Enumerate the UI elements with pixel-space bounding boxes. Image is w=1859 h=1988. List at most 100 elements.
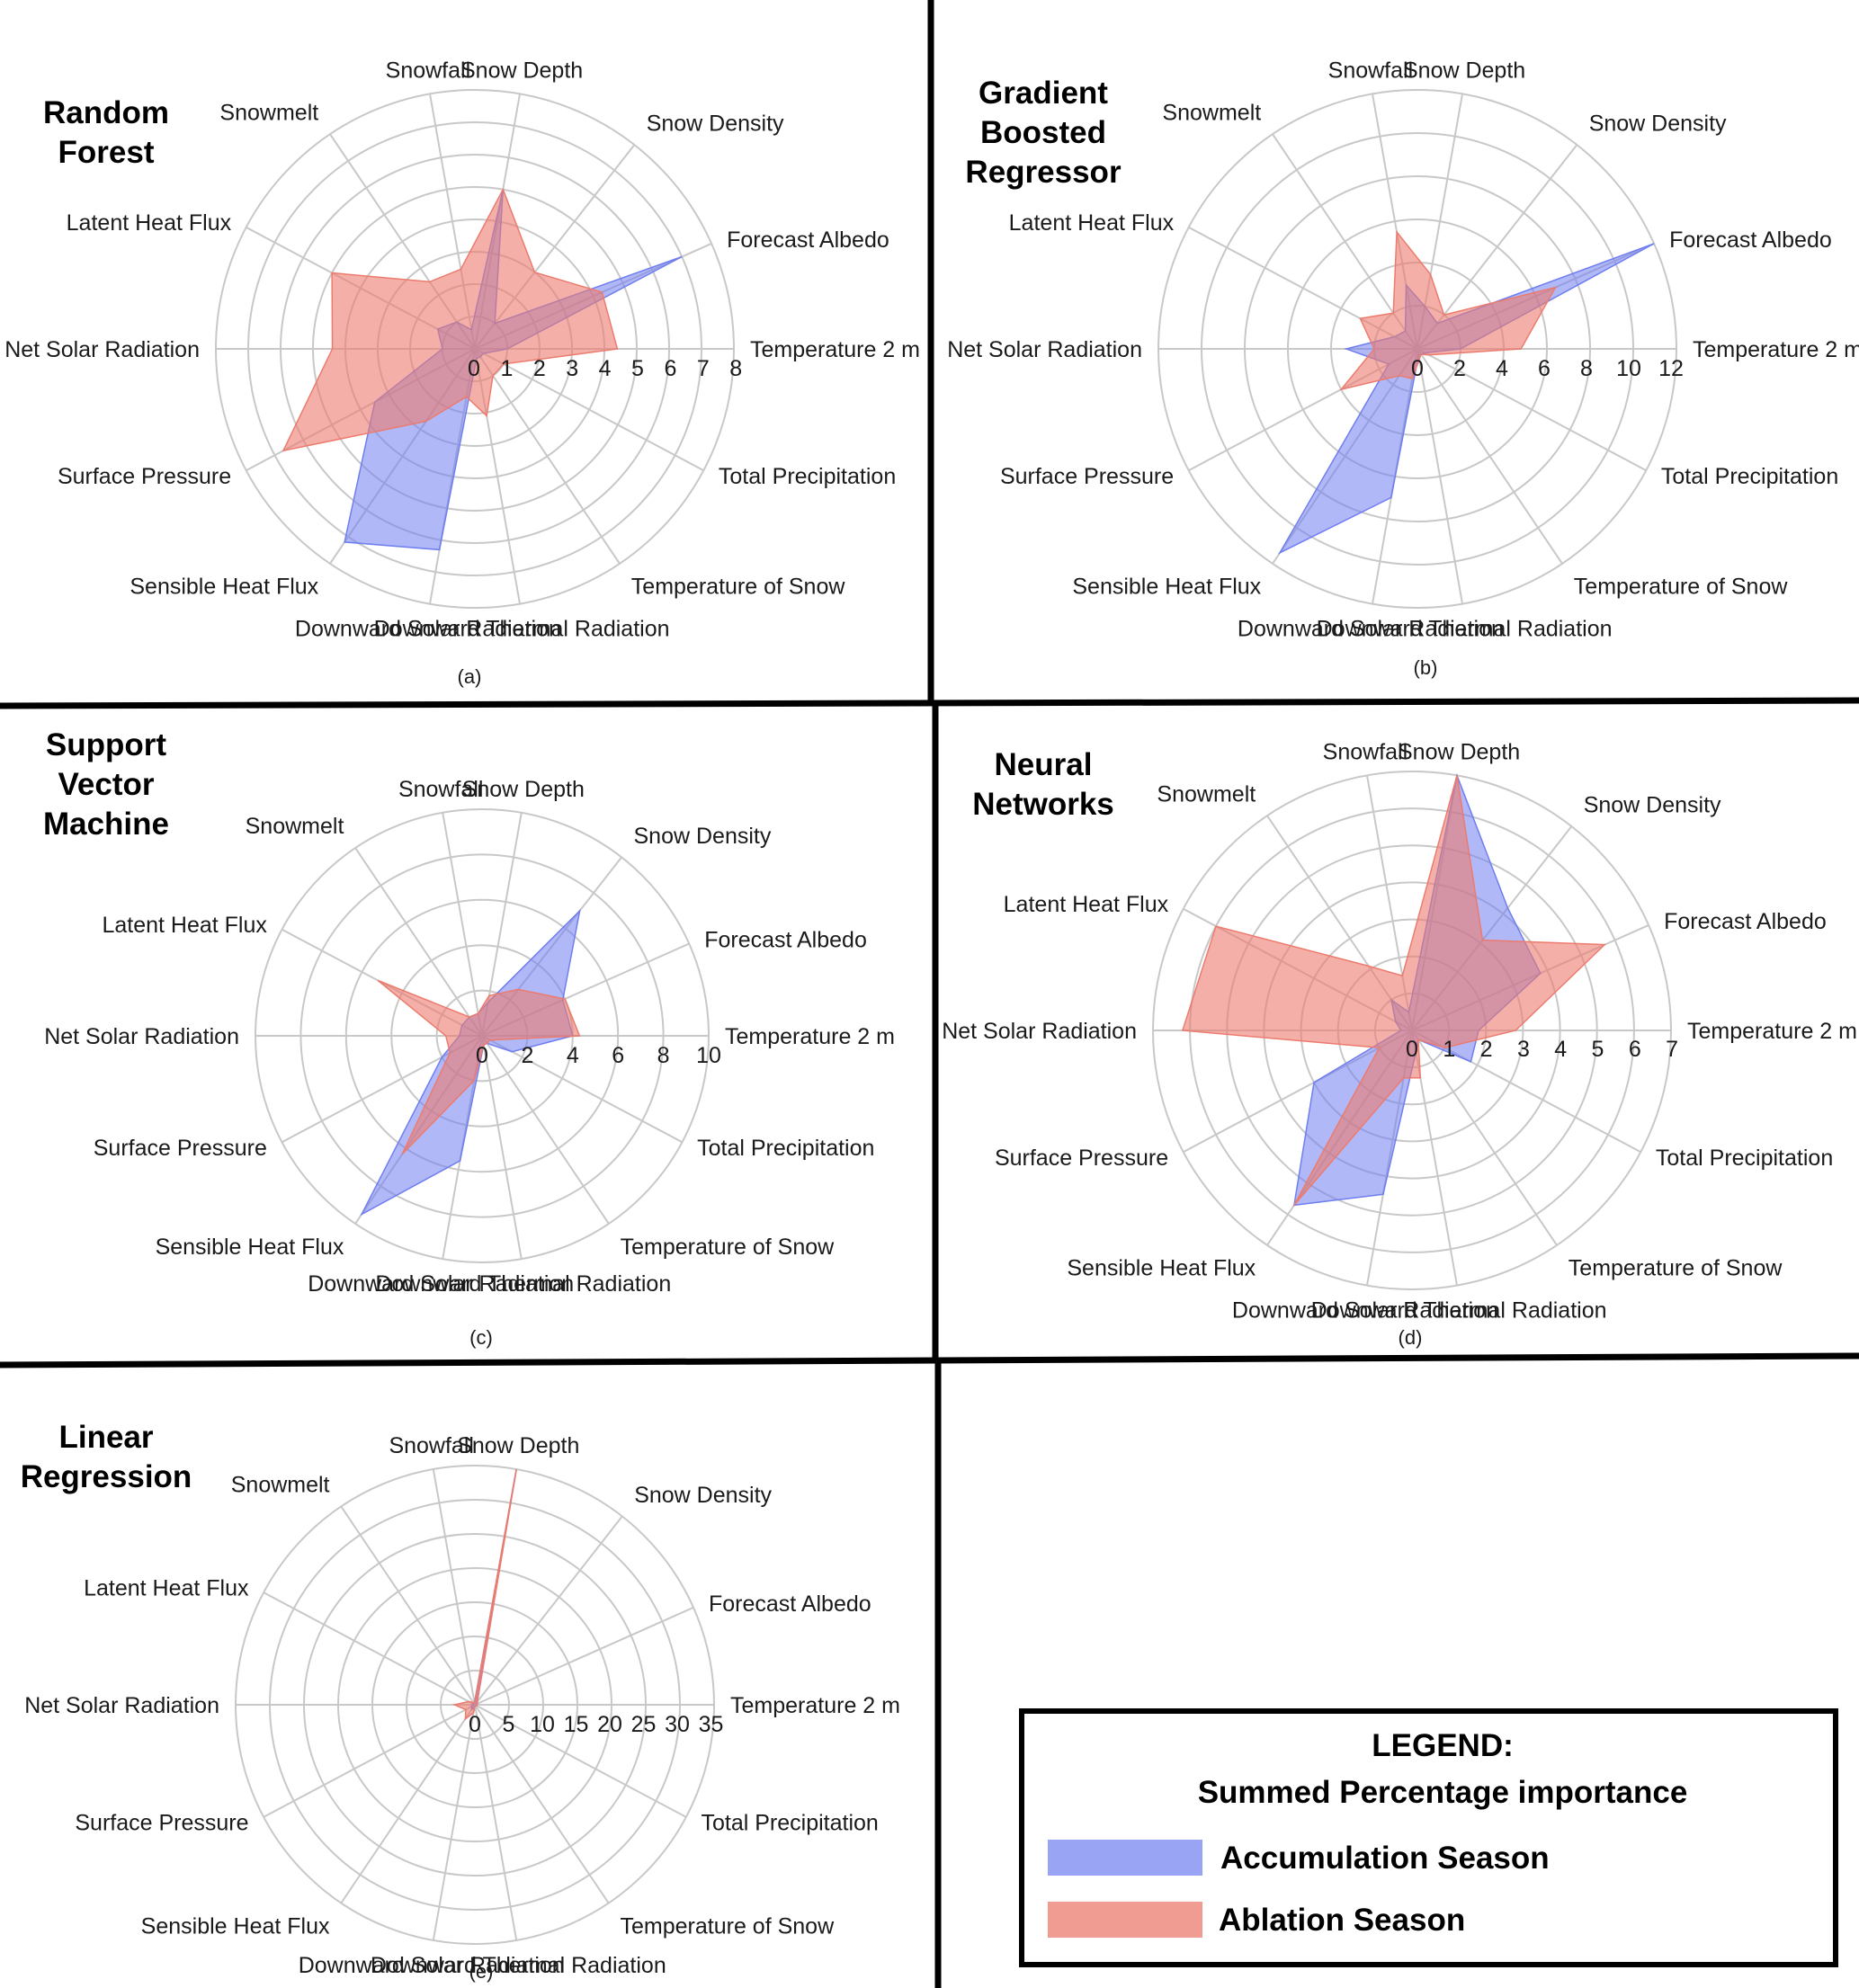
feature-label-temperature-of-snow: Temperature of Snow (1574, 575, 1789, 600)
tick-label: 30 (665, 1712, 690, 1737)
legend-heading: LEGEND: (1372, 1728, 1514, 1763)
axis-spoke (432, 1704, 476, 1941)
tick-label: 10 (530, 1712, 555, 1737)
feature-label-net-solar-radiation: Net Solar Radiation (44, 1024, 239, 1049)
radar-chart-neural-networks: 0 1 2 3 4 5 6 7 Snow Depth Snow Density Forecast A… (942, 740, 1857, 1349)
feature-label-total-precipitation: Total Precipitation (1656, 1146, 1833, 1171)
tick-label: 1 (500, 356, 513, 381)
chart-title: Regressor (965, 155, 1122, 190)
series-area-ablation-season (377, 979, 581, 1155)
feature-label-snow-density: Snow Density (647, 111, 784, 137)
feature-label-snow-density: Snow Density (634, 824, 772, 849)
feature-label-snow-depth: Snow Depth (1403, 58, 1525, 84)
tick-label: 2 (521, 1043, 533, 1068)
series-area-ablation-season (451, 1468, 517, 1721)
axis-spoke (1417, 348, 1647, 472)
feature-label-snow-depth: Snow Depth (460, 58, 583, 84)
feature-label-downward-thermal-radiation: Downward Thermal Radiation (371, 1953, 666, 1978)
feature-label-temperature-of-snow: Temperature of Snow (621, 1235, 836, 1260)
chart-title: Vector (58, 767, 155, 802)
tick-label: 5 (503, 1712, 515, 1737)
tick-label: 5 (1592, 1037, 1604, 1062)
feature-label-downward-thermal-radiation: Downward Thermal Radiation (374, 616, 670, 641)
feature-label-downward-solar-radiation: Downward Solar Radiation (1232, 1297, 1498, 1323)
legend: LEGEND: Summed Percentage importance Acc… (1019, 1708, 1838, 1967)
tick-label: 2 (1453, 356, 1466, 381)
axis-spoke (474, 1704, 687, 1818)
tick-label: 8 (1580, 356, 1593, 381)
tick-label: 6 (1538, 356, 1551, 381)
tick-label: 0 (1406, 1037, 1418, 1062)
axis-spoke (474, 1704, 610, 1904)
panel-label: (c) (469, 1326, 493, 1349)
feature-label-downward-solar-radiation: Downward Solar Radiation (299, 1953, 565, 1978)
feature-label-sensible-heat-flux: Sensible Heat Flux (156, 1235, 344, 1260)
feature-label-total-precipitation: Total Precipitation (1661, 464, 1838, 489)
axis-spoke (1417, 348, 1563, 565)
axis-spoke (474, 348, 704, 472)
feature-label-latent-heat-flux: Latent Heat Flux (84, 1576, 249, 1601)
feature-label-net-solar-radiation: Net Solar Radiation (24, 1693, 219, 1718)
tick-label: 0 (469, 1712, 481, 1737)
tick-label: 8 (729, 356, 742, 381)
feature-label-snow-depth: Snow Depth (457, 1433, 579, 1458)
feature-label-surface-pressure: Surface Pressure (1000, 464, 1174, 489)
tick-label: 4 (1554, 1037, 1567, 1062)
feature-label-net-solar-radiation: Net Solar Radiation (947, 337, 1142, 362)
chart-title: Boosted (980, 115, 1106, 150)
feature-label-downward-thermal-radiation: Downward Thermal Radiation (1311, 1297, 1607, 1323)
feature-label-forecast-albedo: Forecast Albedo (727, 227, 889, 253)
feature-label-surface-pressure: Surface Pressure (995, 1146, 1168, 1171)
tick-label: 3 (1517, 1037, 1530, 1062)
series-area-ablation-season (1181, 775, 1606, 1206)
axis-spoke (481, 1035, 523, 1260)
feature-label-snow-density: Snow Density (1589, 111, 1727, 137)
axis-spoke (442, 812, 483, 1037)
feature-label-net-solar-radiation: Net Solar Radiation (942, 1019, 1137, 1044)
feature-label-forecast-albedo: Forecast Albedo (1669, 227, 1832, 253)
feature-label-latent-heat-flux: Latent Heat Flux (67, 210, 232, 236)
feature-label-downward-thermal-radiation: Downward Thermal Radiation (375, 1271, 671, 1297)
tick-label: 8 (657, 1043, 670, 1068)
axis-spoke (340, 1505, 476, 1706)
feature-label-total-precipitation: Total Precipitation (719, 464, 896, 489)
feature-label-surface-pressure: Surface Pressure (75, 1811, 248, 1836)
tick-label: 2 (1480, 1037, 1493, 1062)
tick-label: 20 (597, 1712, 622, 1737)
axis-spoke (1411, 1030, 1558, 1246)
feature-label-downward-thermal-radiation: Downward Thermal Radiation (1317, 616, 1613, 641)
feature-label-latent-heat-flux: Latent Heat Flux (1004, 892, 1169, 917)
axis-spoke (340, 1704, 476, 1904)
tick-label: 7 (697, 356, 710, 381)
tick-label: 7 (1666, 1037, 1678, 1062)
feature-label-snowmelt: Snowmelt (219, 100, 318, 125)
feature-label-sensible-heat-flux: Sensible Heat Flux (141, 1914, 330, 1939)
tick-label: 3 (566, 356, 578, 381)
chart-title: Forest (58, 135, 155, 170)
chart-title: Linear (58, 1420, 153, 1455)
chart-title: Gradient (979, 76, 1108, 111)
panel-label: (a) (458, 665, 482, 688)
series-area-ablation-season (1339, 229, 1558, 391)
series-area-accumulation-season (1278, 243, 1655, 555)
tick-label: 1 (1443, 1037, 1455, 1062)
panel-label: (e) (469, 1960, 494, 1983)
legend-swatch-accumulation (1048, 1840, 1202, 1876)
tick-label: 25 (631, 1712, 657, 1737)
legend-label-accumulation: Accumulation Season (1220, 1841, 1550, 1876)
feature-label-temperature-2-m: Temperature 2 m (1687, 1019, 1857, 1044)
feature-label-sensible-heat-flux: Sensible Heat Flux (1067, 1256, 1256, 1281)
panel-label: (b) (1414, 656, 1438, 679)
tick-label: 12 (1658, 356, 1684, 381)
feature-label-sensible-heat-flux: Sensible Heat Flux (130, 575, 318, 600)
radar-chart-gradient-boosted: 0 2 4 6 8 10 12 Snow Depth Snow Density Forecast … (947, 58, 1859, 679)
chart-title: Neural (995, 747, 1093, 782)
feature-label-temperature-of-snow: Temperature of Snow (631, 575, 846, 600)
tick-label: 10 (696, 1043, 721, 1068)
chart-title: Machine (43, 807, 169, 842)
feature-label-downward-solar-radiation: Downward Solar Radiation (308, 1271, 574, 1297)
chart-title: Random (43, 95, 169, 130)
tick-label: 4 (567, 1043, 579, 1068)
feature-label-forecast-albedo: Forecast Albedo (1664, 909, 1827, 934)
